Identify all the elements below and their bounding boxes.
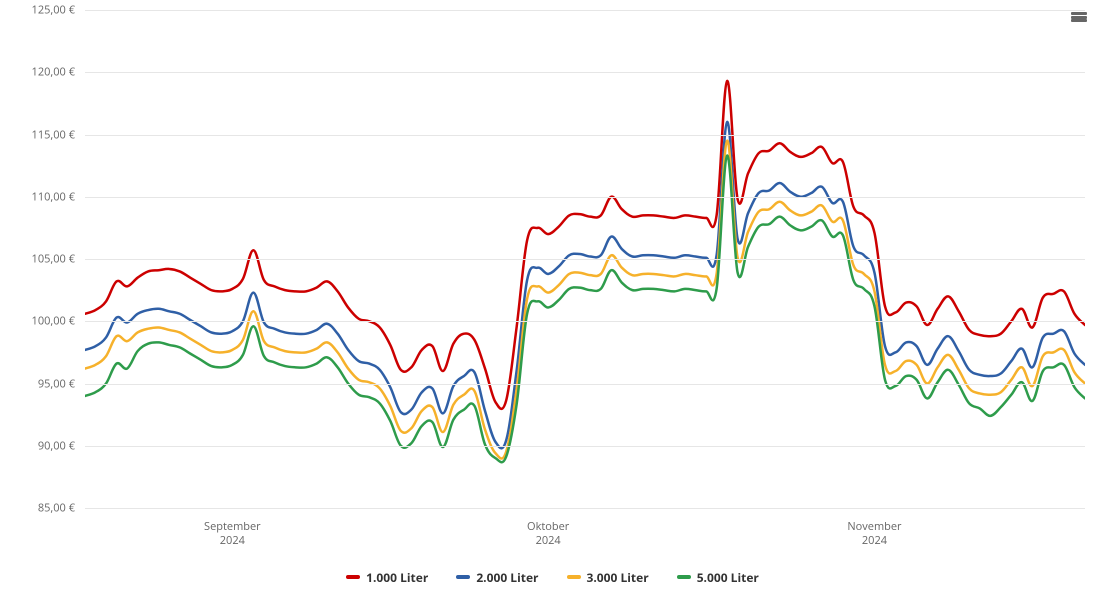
legend-label: 3.000 Liter xyxy=(587,569,649,586)
gridline xyxy=(85,135,1085,136)
gridline xyxy=(85,197,1085,198)
series-line xyxy=(85,141,1085,459)
y-axis-label: 115,00 € xyxy=(0,127,75,142)
legend-swatch xyxy=(567,575,581,579)
plot-area xyxy=(85,10,1085,508)
y-axis-label: 120,00 € xyxy=(0,65,75,80)
legend-swatch xyxy=(677,575,691,579)
gridline xyxy=(85,446,1085,447)
gridline xyxy=(85,508,1085,509)
gridline xyxy=(85,259,1085,260)
y-axis-label: 110,00 € xyxy=(0,189,75,204)
y-axis-label: 90,00 € xyxy=(0,438,75,453)
legend-label: 1.000 Liter xyxy=(366,569,428,586)
series-line xyxy=(85,81,1085,409)
y-axis-label: 125,00 € xyxy=(0,3,75,18)
x-axis-label: November 2024 xyxy=(847,520,901,549)
series-line xyxy=(85,122,1085,448)
legend-swatch xyxy=(346,575,360,579)
series-line xyxy=(85,156,1085,463)
legend: 1.000 Liter 2.000 Liter 3.000 Liter 5.000 L… xyxy=(0,562,1105,586)
y-axis-label: 100,00 € xyxy=(0,314,75,329)
legend-swatch xyxy=(456,575,470,579)
chart-container: 1.000 Liter 2.000 Liter 3.000 Liter 5.000 L… xyxy=(0,0,1105,602)
legend-label: 2.000 Liter xyxy=(476,569,538,586)
x-axis-label: Oktober 2024 xyxy=(527,520,569,549)
legend-item[interactable]: 3.000 Liter xyxy=(567,569,649,586)
legend-item[interactable]: 1.000 Liter xyxy=(346,569,428,586)
gridline xyxy=(85,72,1085,73)
legend-item[interactable]: 5.000 Liter xyxy=(677,569,759,586)
legend-label: 5.000 Liter xyxy=(697,569,759,586)
gridline xyxy=(85,384,1085,385)
y-axis-label: 105,00 € xyxy=(0,252,75,267)
gridline xyxy=(85,10,1085,11)
gridline xyxy=(85,321,1085,322)
y-axis-label: 95,00 € xyxy=(0,376,75,391)
x-axis-label: September 2024 xyxy=(204,520,261,549)
y-axis-label: 85,00 € xyxy=(0,501,75,516)
legend-item[interactable]: 2.000 Liter xyxy=(456,569,538,586)
